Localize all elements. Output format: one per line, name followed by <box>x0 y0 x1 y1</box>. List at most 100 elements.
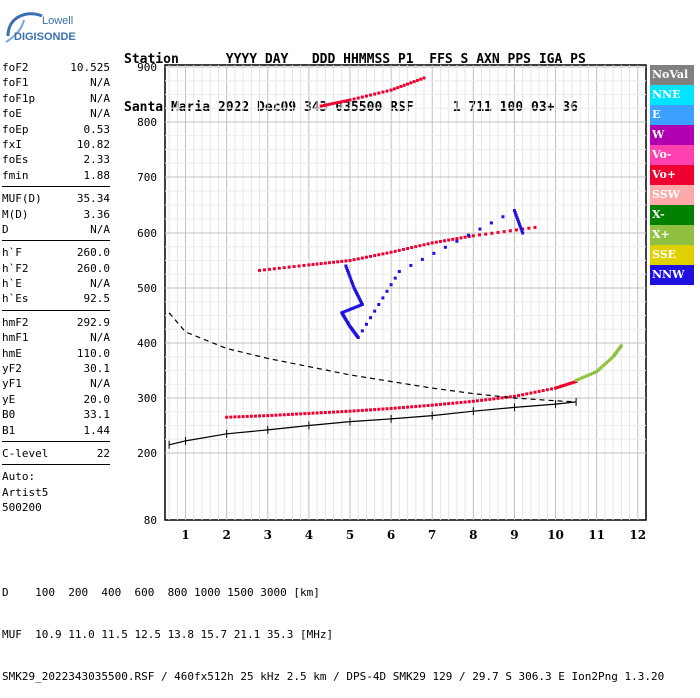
ionogram-plot: 1 2 3 4 5 6 7 8 9 10 11 128020030040050060070080090… <box>137 61 647 542</box>
param-row: foEs 2.33 <box>2 152 110 167</box>
y-tick-label: 900 <box>137 61 157 74</box>
legend-item-sse: SSE <box>650 245 694 265</box>
echo-point <box>430 241 434 245</box>
echo-point <box>455 401 459 405</box>
param-row: foF1 N/A <box>2 75 110 90</box>
echo-point <box>282 266 286 270</box>
echo-point <box>459 236 463 240</box>
param-separator <box>2 240 110 242</box>
echo-point <box>377 91 381 95</box>
logo-swoosh-icon <box>5 12 43 43</box>
echo-point <box>381 90 385 94</box>
echo-point <box>373 254 377 258</box>
echo-point <box>582 375 586 379</box>
legend-item-w: W <box>650 125 694 145</box>
param-separator <box>2 440 110 442</box>
echo-point <box>401 405 405 409</box>
echo-point <box>419 77 423 81</box>
echo-point <box>396 86 400 90</box>
echo-point <box>249 414 253 418</box>
echo-point <box>515 215 519 219</box>
echo-point <box>418 244 422 248</box>
echo-point <box>549 387 553 391</box>
param-key: fmin <box>2 168 29 182</box>
param-value: 1.44 <box>83 423 111 437</box>
legend-item-x-: X+ <box>650 225 694 245</box>
echo-point <box>319 104 323 108</box>
echo-point <box>345 266 349 270</box>
echo-point <box>517 220 521 224</box>
echo-point <box>521 393 525 397</box>
echo-point <box>514 213 518 217</box>
echo-point <box>348 307 352 311</box>
echo-point <box>529 391 533 395</box>
echo-point <box>332 260 336 264</box>
echo-point <box>385 251 389 255</box>
echo-point <box>512 209 516 213</box>
echo-point <box>358 303 362 307</box>
echo-point <box>352 286 356 290</box>
param-value: 22 <box>96 446 110 460</box>
footer: D 100 200 400 600 800 1000 1500 3000 [km… <box>2 558 664 698</box>
direction-legend: NoVal NNE E W Vo- Vo+ SSW X- X+ SSE NNW <box>650 65 694 285</box>
param-value: 1.88 <box>83 168 111 182</box>
echo-point <box>516 218 520 222</box>
profile-dashed-line <box>168 312 577 403</box>
param-value: N/A <box>90 331 110 345</box>
param-separator <box>2 309 110 311</box>
echo-point <box>438 402 442 406</box>
y-tick-label: 500 <box>137 282 157 295</box>
echo-point <box>576 378 580 382</box>
param-row: yF1 N/A <box>2 376 110 391</box>
echo-point <box>426 242 430 246</box>
param-row: B0 33.1 <box>2 407 110 422</box>
echo-point <box>600 365 604 369</box>
echo-point <box>355 291 359 295</box>
logo-line1: Lowell <box>42 15 73 27</box>
echo-point <box>389 406 393 410</box>
param-row: yF2 30.1 <box>2 361 110 376</box>
parameters-panel: foF2 10.525 foF1 N/A foF1p N/A foE N/A foEp 0.53 f… <box>2 60 110 516</box>
echo-point <box>286 413 290 416</box>
echo-point <box>492 397 496 401</box>
echo-point <box>344 259 348 263</box>
echo-point <box>484 398 488 402</box>
param-row: h`E N/A <box>2 276 110 291</box>
echo-point <box>414 245 418 249</box>
echo-point <box>508 229 512 233</box>
echo-point <box>358 298 362 302</box>
echo-point <box>262 268 266 272</box>
echo-point <box>360 329 364 333</box>
echo-point <box>348 409 352 413</box>
param-value: 92.5 <box>83 292 111 306</box>
echo-point <box>518 224 522 228</box>
echo-point <box>385 289 389 293</box>
echo-point <box>325 103 329 107</box>
param-row: hmE 110.0 <box>2 346 110 361</box>
echo-point <box>415 78 419 82</box>
echo-point <box>360 303 364 306</box>
param-key: MUF(D) <box>2 192 42 206</box>
echo-point <box>233 415 237 419</box>
param-value: 10.82 <box>76 137 110 151</box>
param-value: 10.525 <box>70 61 110 74</box>
echo-point <box>517 394 521 398</box>
echo-point <box>348 275 352 279</box>
echo-point <box>364 255 368 259</box>
echo-point <box>340 410 344 414</box>
echo-point <box>272 267 276 271</box>
echo-point <box>463 400 467 404</box>
param-value: 0.53 <box>83 122 111 136</box>
param-value: 35.34 <box>76 192 110 206</box>
echo-point <box>311 411 315 415</box>
echo-point <box>349 277 353 281</box>
footer-distance-line: D 100 200 400 600 800 1000 1500 3000 [km… <box>2 586 320 599</box>
echo-point <box>389 283 393 287</box>
echo-point <box>373 309 377 313</box>
param-row: hmF2 292.9 <box>2 315 110 330</box>
echo-point <box>336 100 340 104</box>
echo-point <box>406 405 410 409</box>
echo-point <box>463 235 467 239</box>
echo-point <box>603 362 607 366</box>
echo-point <box>389 88 393 92</box>
